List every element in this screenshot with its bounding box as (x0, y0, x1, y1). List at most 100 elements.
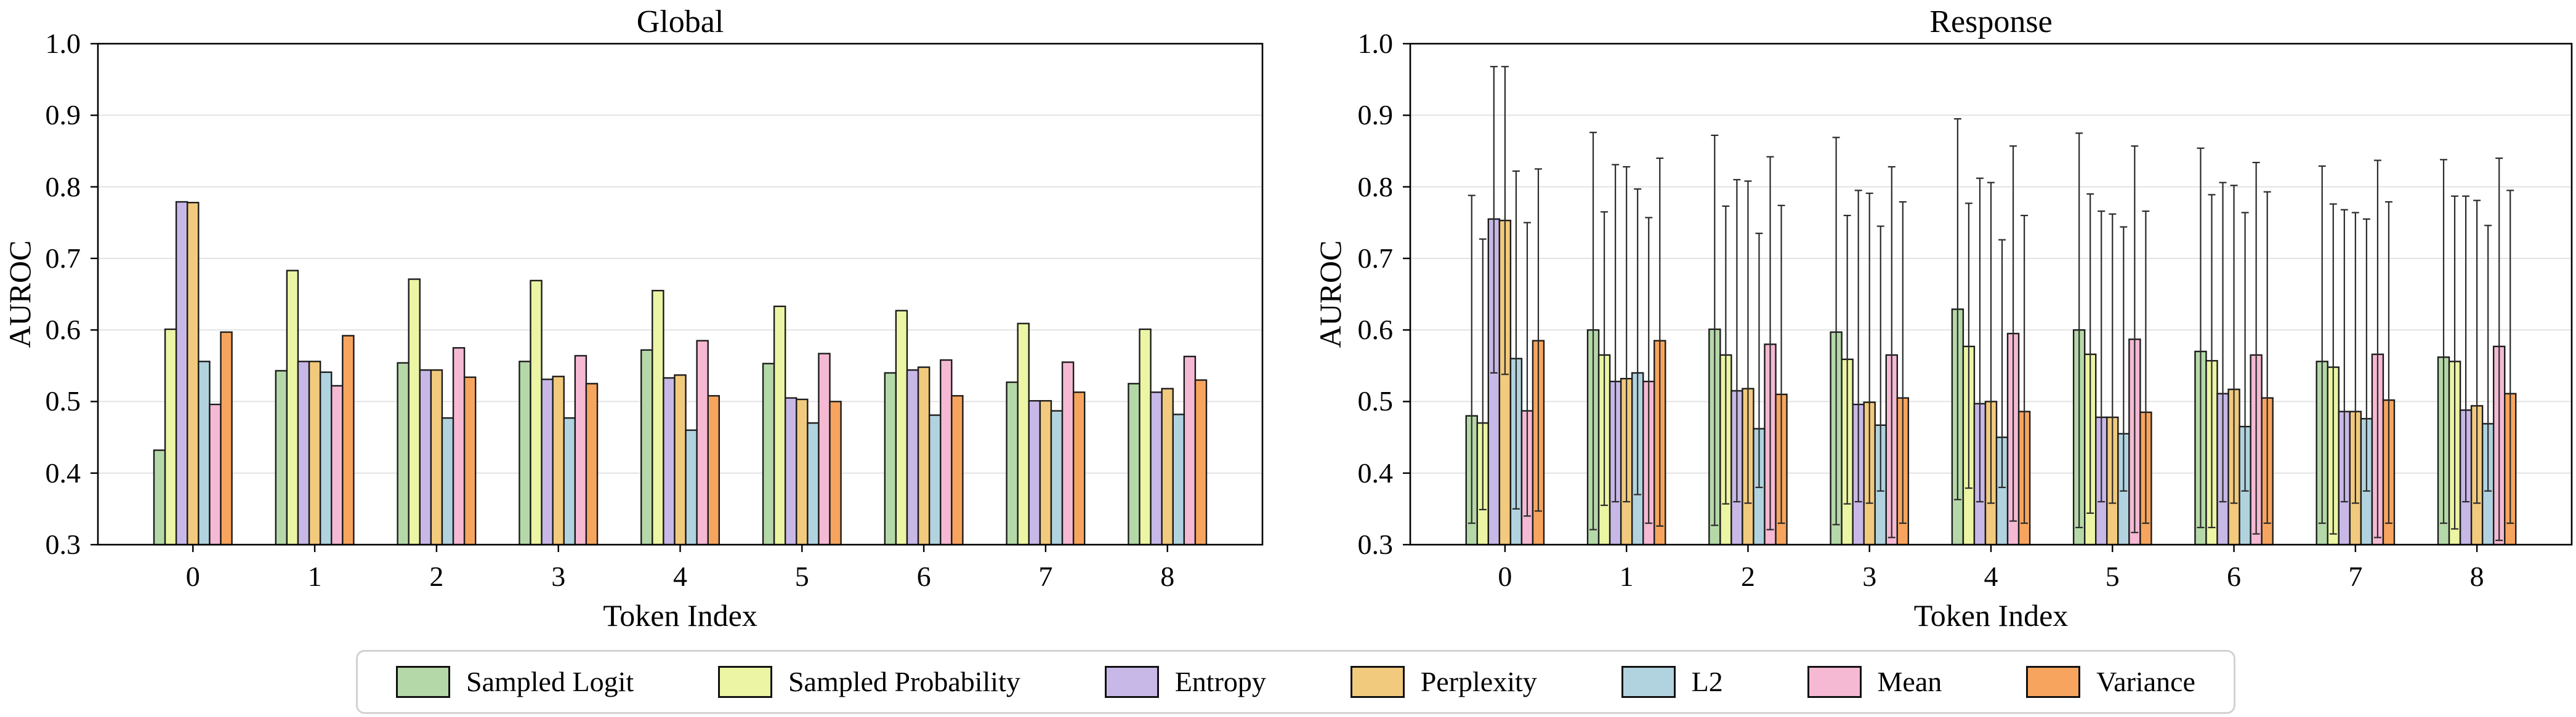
x-tick-label: 6 (2227, 561, 2242, 592)
error-bar (1512, 170, 1520, 510)
y-tick-label: 0.4 (1357, 457, 1394, 489)
bar-global-variance-6 (951, 395, 964, 546)
legend-item-sampled-logit: Sampled Logit (396, 666, 634, 698)
legend-swatch-sampled-logit (396, 666, 450, 698)
error-bar (2230, 185, 2238, 504)
x-tick-label: 6 (916, 561, 931, 592)
bar-global-l2-1 (319, 371, 333, 546)
error-bar (1523, 222, 1531, 517)
bar-global-sampled-logit-4 (640, 349, 653, 546)
error-bar (1899, 201, 1907, 524)
y-tick-label: 0.6 (45, 314, 81, 346)
y-axis-label-global: AUROC (2, 240, 37, 348)
error-bar (1722, 205, 1730, 505)
error-bar (2329, 203, 2337, 535)
error-bar (1987, 182, 1995, 504)
error-bar (1843, 214, 1851, 505)
bar-global-sampled-logit-0 (153, 449, 166, 546)
bar-global-entropy-6 (906, 369, 919, 546)
bar-global-mean-2 (452, 347, 466, 546)
x-tick-label: 4 (673, 561, 687, 592)
x-axis-label-global: Token Index (603, 598, 757, 633)
legend-item-sampled-probability: Sampled Probability (717, 666, 1020, 698)
bar-global-entropy-3 (541, 379, 554, 546)
error-bar (2318, 165, 2326, 524)
error-bar (1589, 132, 1597, 531)
error-bar (1777, 204, 1785, 524)
legend-label: Variance (2096, 666, 2195, 697)
x-tick-label: 0 (185, 561, 200, 592)
bar-global-sampled-probability-3 (530, 279, 543, 546)
x-tick-label: 7 (2348, 561, 2363, 592)
y-tick-label: 0.9 (45, 99, 81, 131)
bar-global-perplexity-4 (674, 374, 687, 546)
legend-swatch-perplexity (1350, 666, 1405, 698)
bar-global-l2-4 (685, 429, 698, 546)
bar-global-l2-7 (1050, 410, 1064, 546)
bar-global-mean-1 (331, 385, 344, 546)
error-bar (1501, 66, 1509, 375)
legend-label: Sampled Logit (466, 666, 634, 697)
error-bar (1964, 202, 1972, 489)
bar-global-sampled-logit-2 (397, 362, 410, 546)
bar-global-variance-3 (585, 383, 599, 546)
bar-global-sampled-probability-0 (164, 328, 177, 546)
y-tick-label: 0.7 (45, 242, 81, 274)
bar-global-sampled-logit-6 (884, 372, 897, 546)
bar-global-mean-4 (696, 340, 709, 546)
bar-global-entropy-7 (1028, 400, 1041, 546)
plot-border (97, 42, 1264, 546)
bar-global-sampled-probability-4 (652, 289, 664, 546)
bar-global-entropy-8 (1150, 391, 1163, 546)
error-bar (2252, 161, 2260, 535)
y-tick-label: 0.4 (45, 457, 81, 489)
error-bar (1854, 190, 1862, 503)
bar-global-perplexity-7 (1039, 400, 1052, 546)
legend-swatch-variance (2026, 666, 2081, 698)
error-bar (2109, 213, 2117, 504)
error-bar (2440, 159, 2448, 524)
plot-area-global (91, 42, 1264, 552)
error-bar (1755, 233, 1763, 489)
y-tick-label: 0.3 (1357, 529, 1394, 560)
error-bar (2098, 210, 2106, 503)
bar-global-sampled-probability-2 (408, 278, 421, 546)
y-tick-label: 1.0 (1357, 28, 1394, 59)
legend-label: Perplexity (1420, 666, 1537, 697)
bar-global-l2-6 (928, 414, 942, 546)
bar-global-perplexity-1 (308, 361, 321, 546)
chart-title-response: Response (1929, 4, 2053, 39)
x-tick-label: 1 (307, 561, 322, 592)
legend-label: Sampled Probability (788, 666, 1020, 697)
error-bar (2495, 157, 2503, 542)
error-bar (1479, 238, 1487, 511)
x-tick-label: 8 (2469, 561, 2484, 592)
x-tick-label: 8 (1160, 561, 1175, 592)
error-bar (2086, 193, 2094, 514)
bar-global-perplexity-3 (552, 375, 565, 546)
bar-global-sampled-logit-1 (275, 370, 288, 546)
bar-global-variance-2 (463, 376, 477, 546)
error-bar (1623, 166, 1631, 503)
x-tick-label: 3 (551, 561, 566, 592)
error-bar (2263, 191, 2271, 524)
bar-global-sampled-probability-7 (1017, 322, 1030, 546)
error-bar (2473, 199, 2481, 504)
legend-item-l2: L2 (1621, 666, 1723, 698)
bar-global-sampled-probability-8 (1139, 328, 1152, 546)
error-bar (2197, 147, 2205, 529)
bar-global-sampled-logit-8 (1128, 383, 1141, 546)
error-bar (2340, 209, 2348, 503)
x-tick-label: 2 (1740, 561, 1755, 592)
error-bar (1733, 178, 1741, 503)
error-bar (1601, 211, 1609, 507)
error-bar (1711, 134, 1719, 526)
bar-global-variance-7 (1072, 391, 1086, 546)
legend-item-perplexity: Perplexity (1350, 666, 1537, 698)
error-bar (2075, 132, 2083, 529)
bar-global-perplexity-0 (187, 201, 200, 546)
error-bar (2131, 145, 2139, 534)
x-tick-label: 0 (1498, 561, 1512, 592)
plot-area-response (1403, 42, 2573, 552)
